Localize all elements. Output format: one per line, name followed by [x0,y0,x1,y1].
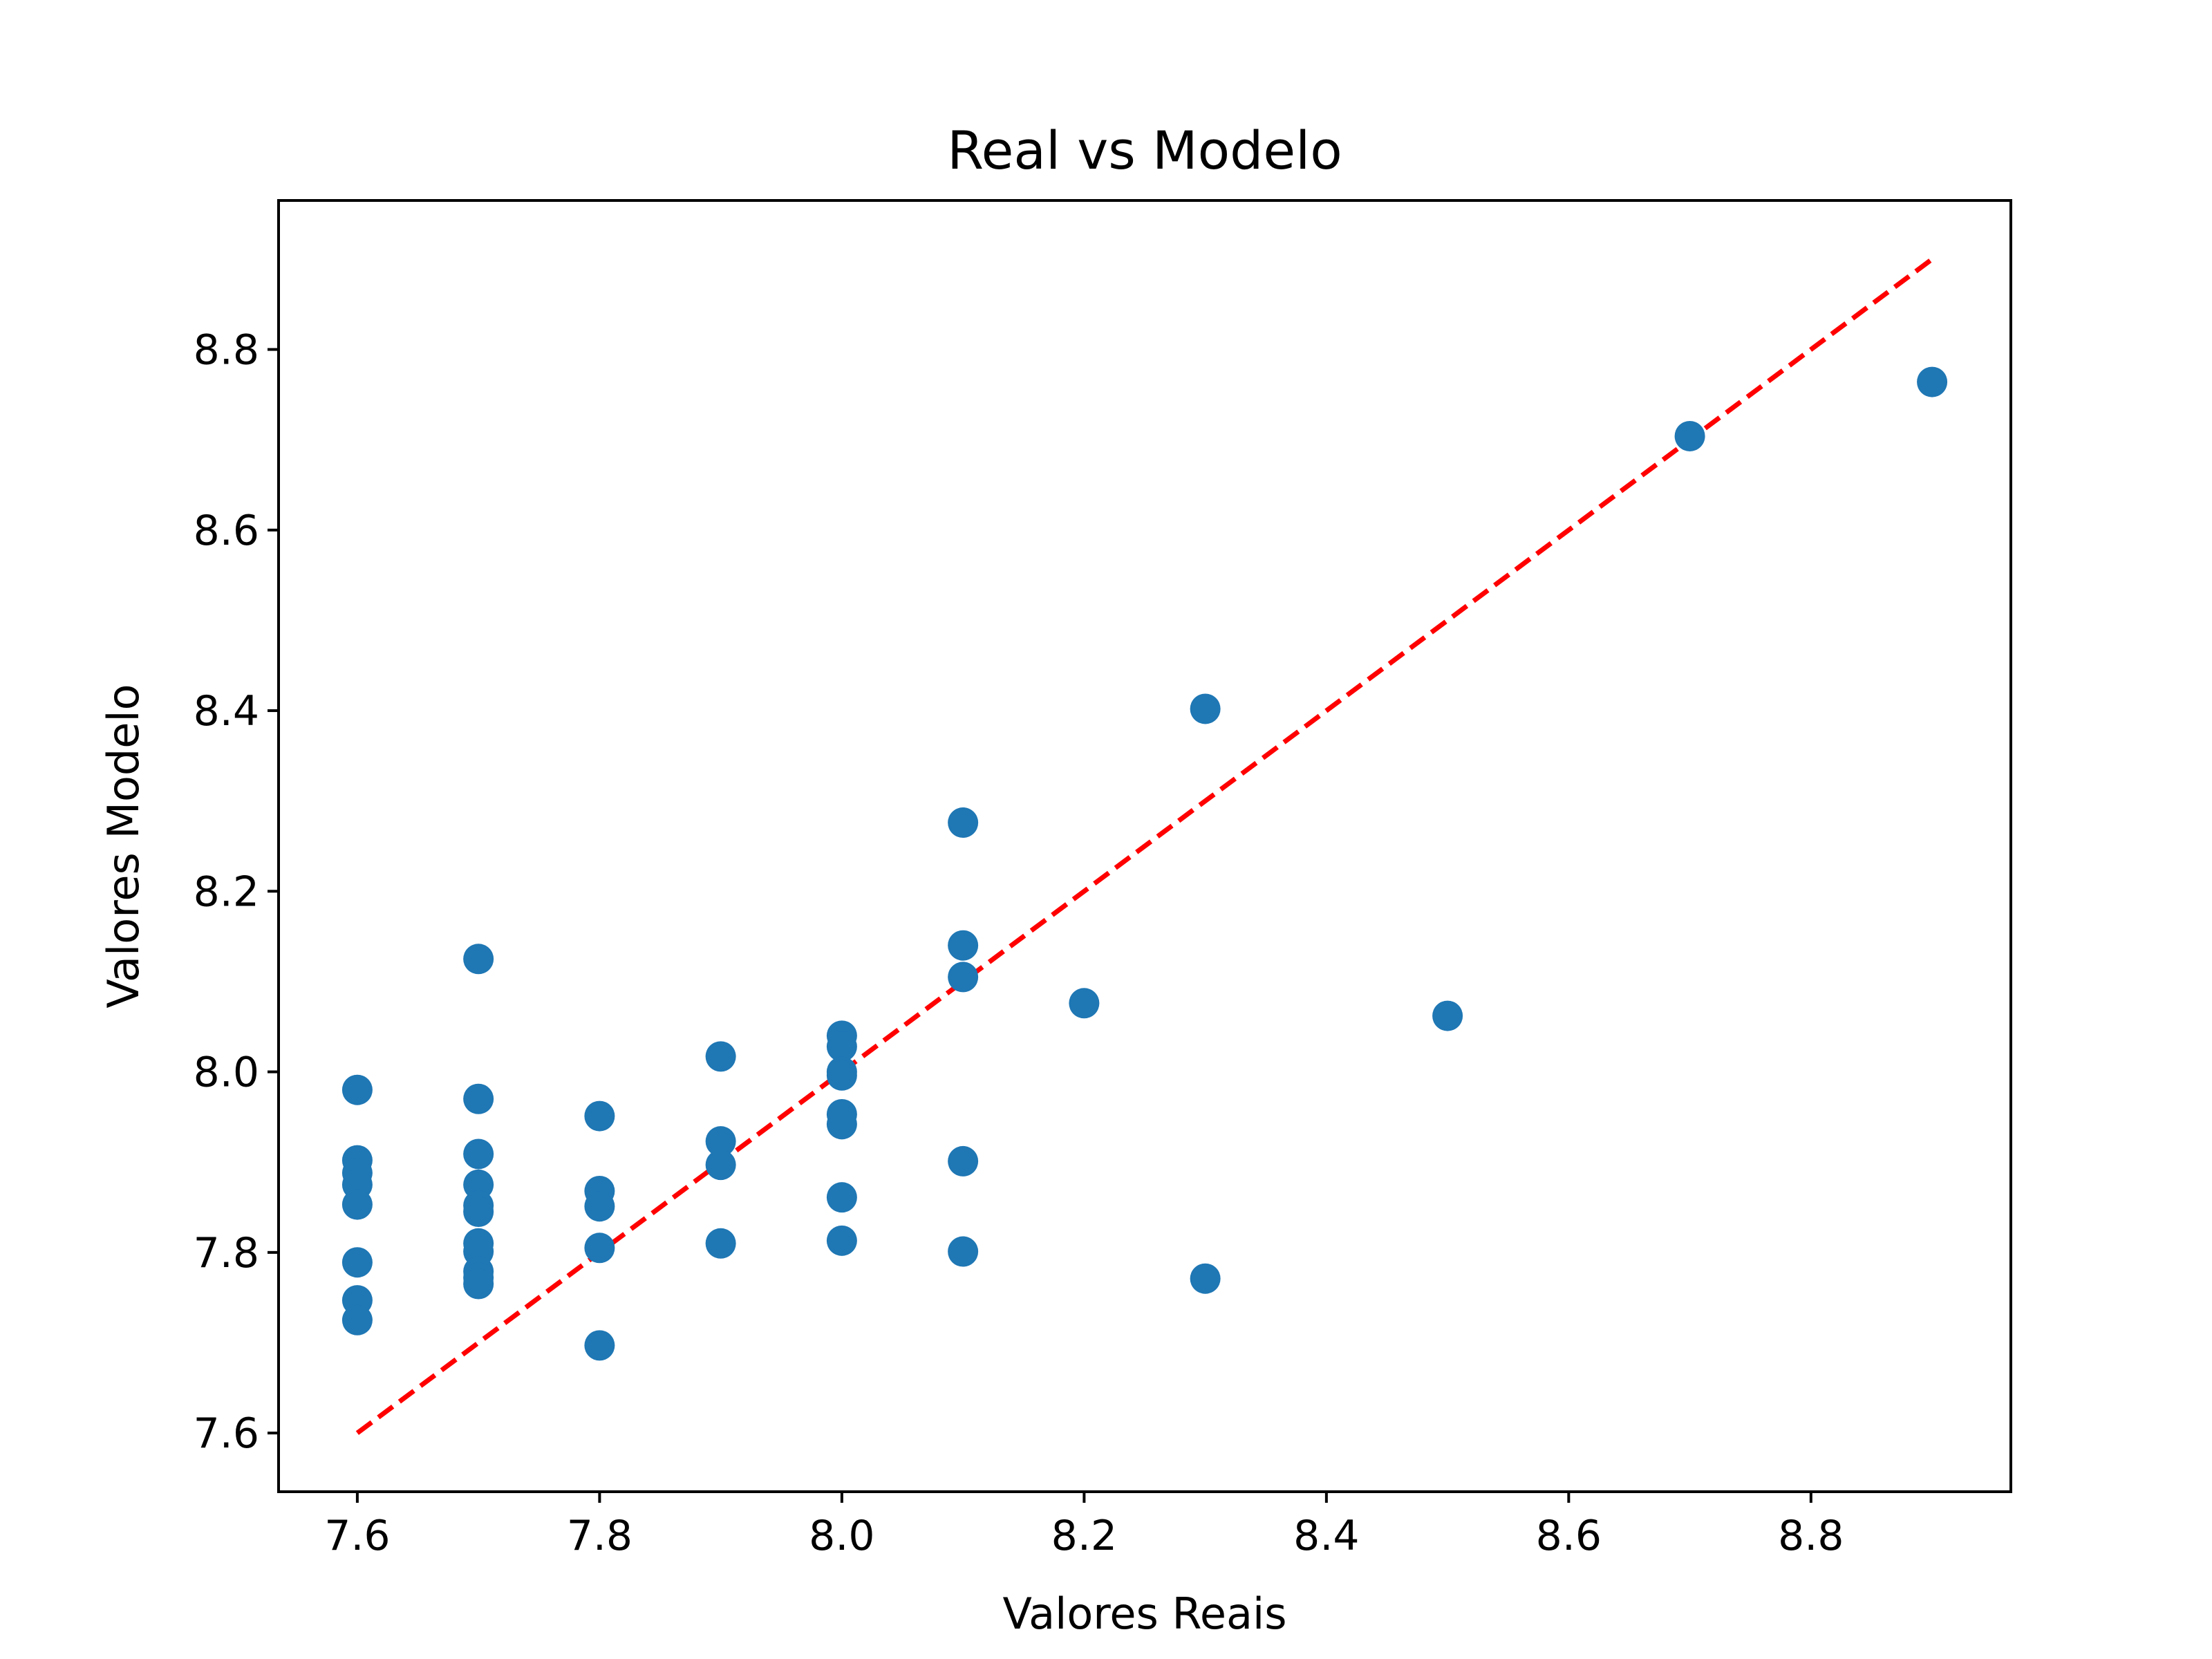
data-point [948,962,979,993]
data-point [948,930,979,961]
x-tick-label: 8.2 [1051,1512,1117,1560]
data-point [1190,693,1221,724]
y-axis-label: Valores Modelo [98,684,149,1008]
data-point [948,807,979,838]
data-point [463,1083,494,1114]
data-point [948,1145,979,1177]
data-point [826,1225,857,1256]
data-point [948,1236,979,1267]
data-point [826,1109,857,1140]
plot-area [341,257,1948,1435]
data-point [584,1100,615,1132]
y-tick-label: 8.8 [194,326,259,375]
data-point [463,1268,494,1300]
data-point [705,1150,736,1181]
x-tick-label: 8.4 [1293,1512,1359,1560]
y-tick-label: 7.8 [194,1229,259,1277]
y-tick-label: 8.4 [194,687,259,735]
data-point [1190,1263,1221,1294]
chart-title: Real vs Modelo [947,120,1342,181]
x-tick-label: 7.8 [567,1512,632,1560]
y-tick-label: 7.6 [194,1409,259,1458]
data-point [341,1074,373,1105]
x-axis-label: Valores Reais [1003,1588,1287,1639]
data-point [1917,366,1948,397]
data-point [705,1041,736,1072]
y-axis: 7.6 7.8 8.0 8.2 8.4 8.6 8.8 [194,326,279,1458]
data-point [463,1138,494,1170]
data-point [584,1191,615,1222]
data-point [584,1232,615,1264]
data-point [705,1228,736,1259]
x-tick-label: 8.8 [1778,1512,1844,1560]
data-point [584,1330,615,1361]
data-point [826,1182,857,1213]
data-point [463,944,494,975]
data-point [826,1060,857,1091]
data-point [341,1189,373,1220]
data-point [826,1031,857,1062]
data-point [1674,420,1705,451]
data-point [341,1247,373,1278]
y-tick-label: 8.2 [194,868,259,916]
data-point [341,1304,373,1335]
x-tick-label: 8.0 [809,1512,874,1560]
data-point [463,1197,494,1228]
y-tick-label: 8.0 [194,1049,259,1097]
data-point [1432,1000,1463,1031]
x-tick-label: 7.6 [324,1512,390,1560]
x-axis: 7.6 7.8 8.0 8.2 8.4 8.6 8.8 [324,1492,1844,1560]
x-tick-label: 8.6 [1536,1512,1602,1560]
data-point [705,1126,736,1157]
reference-line [355,257,1934,1435]
plot-frame [277,199,2012,1493]
data-point [1069,988,1100,1019]
y-tick-label: 8.6 [194,507,259,555]
